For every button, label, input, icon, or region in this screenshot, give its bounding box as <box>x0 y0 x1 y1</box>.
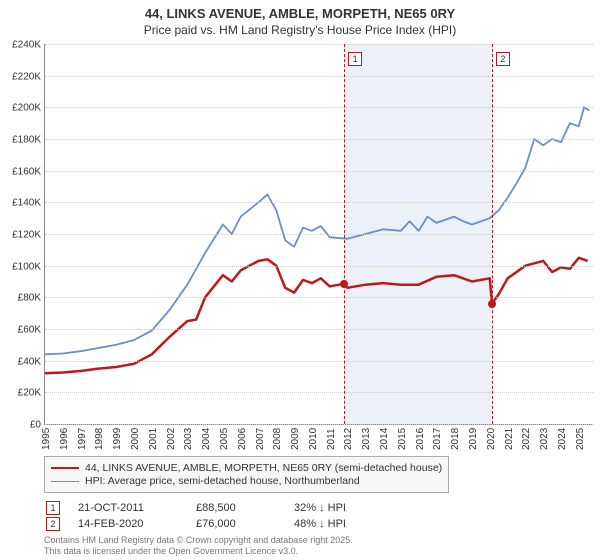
y-axis-label: £220K <box>12 71 41 82</box>
x-axis-label: 2004 <box>201 428 212 450</box>
sale-row: 2 14-FEB-2020 £76,000 48% ↓ HPI <box>46 517 592 531</box>
x-axis-label: 2007 <box>255 428 266 450</box>
sale-price: £76,000 <box>196 518 276 530</box>
x-axis-label: 1997 <box>77 428 88 450</box>
y-axis-label: £180K <box>12 135 41 146</box>
x-axis-label: 2014 <box>379 428 390 450</box>
y-axis-label: £0 <box>30 420 41 431</box>
chart-title: 44, LINKS AVENUE, AMBLE, MORPETH, NE65 0… <box>0 0 600 23</box>
x-axis-label: 1998 <box>94 428 105 450</box>
x-axis-label: 2005 <box>219 428 230 450</box>
y-axis-label: £240K <box>12 40 41 51</box>
legend-label: 44, LINKS AVENUE, AMBLE, MORPETH, NE65 0… <box>85 462 442 474</box>
legend-swatch <box>51 467 79 469</box>
gridline-h: £140K <box>45 202 593 203</box>
marker-badge-2: 2 <box>496 52 510 66</box>
chart-container: 44, LINKS AVENUE, AMBLE, MORPETH, NE65 0… <box>0 0 600 560</box>
x-axis-label: 2008 <box>272 428 283 450</box>
x-axis-label: 2000 <box>130 428 141 450</box>
series-line-0 <box>45 258 588 374</box>
x-axis-label: 2009 <box>290 428 301 450</box>
sale-marker-badge: 2 <box>46 517 60 531</box>
x-axis-label: 2015 <box>397 428 408 450</box>
gridline-h: £120K <box>45 234 593 235</box>
x-axis-label: 2016 <box>415 428 426 450</box>
sale-date: 21-OCT-2011 <box>78 502 178 514</box>
sale-delta: 32% ↓ HPI <box>294 502 346 514</box>
gridline-h: £80K <box>45 297 593 298</box>
x-axis-label: 2019 <box>468 428 479 450</box>
marker-line-2 <box>492 44 493 424</box>
gridline-h: £160K <box>45 171 593 172</box>
legend-swatch <box>51 481 79 482</box>
marker-line-1 <box>344 44 345 424</box>
sale-delta: 48% ↓ HPI <box>294 518 346 530</box>
legend-and-footer: 44, LINKS AVENUE, AMBLE, MORPETH, NE65 0… <box>44 456 592 557</box>
y-axis-label: £60K <box>18 325 41 336</box>
x-axis-label: 2011 <box>326 428 337 450</box>
gridline-h: £180K <box>45 139 593 140</box>
gridline-h: £40K <box>45 361 593 362</box>
gridline-h: £240K <box>45 44 593 45</box>
x-axis-label: 2021 <box>504 428 515 450</box>
y-axis-label: £160K <box>12 166 41 177</box>
y-axis-label: £80K <box>18 293 41 304</box>
x-axis-label: 2024 <box>557 428 568 450</box>
gridline-h: £0 <box>45 424 593 425</box>
x-axis-label: 2020 <box>486 428 497 450</box>
x-axis-label: 1996 <box>59 428 70 450</box>
x-axis-label: 2001 <box>148 428 159 450</box>
gridline-h: £60K <box>45 329 593 330</box>
y-axis-label: £40K <box>18 356 41 367</box>
sale-date: 14-FEB-2020 <box>78 518 178 530</box>
plot-area: £0 £20K £40K £60K £80K £100K £120K £140K £160K £1… <box>44 44 593 425</box>
x-axis-label: 2002 <box>166 428 177 450</box>
sales-rows: 1 21-OCT-2011 £88,500 32% ↓ HPI 2 14-FEB-2020… <box>44 501 592 531</box>
y-axis-label: £100K <box>12 261 41 272</box>
legend-label: HPI: Average price, semi-detached house,… <box>85 475 360 487</box>
x-axis-label: 2012 <box>343 428 354 450</box>
y-axis-label: £20K <box>18 388 41 399</box>
y-axis-label: £200K <box>12 103 41 114</box>
y-axis-label: £140K <box>12 198 41 209</box>
x-axis-label: 2003 <box>183 428 194 450</box>
footer-line-1: Contains HM Land Registry data © Crown c… <box>44 535 592 546</box>
series-line-1 <box>45 107 589 354</box>
x-axis-label: 2010 <box>308 428 319 450</box>
x-axis-label: 2025 <box>575 428 586 450</box>
sale-price: £88,500 <box>196 502 276 514</box>
y-axis-label: £120K <box>12 230 41 241</box>
x-axis-label: 2018 <box>450 428 461 450</box>
gridline-h: £200K <box>45 107 593 108</box>
x-axis-label: 2006 <box>237 428 248 450</box>
sale-marker-badge: 1 <box>46 501 60 515</box>
x-axis-label: 2017 <box>432 428 443 450</box>
marker-badge-1: 1 <box>348 52 362 66</box>
footer-line-2: This data is licensed under the Open Gov… <box>44 546 592 557</box>
gridline-h: £220K <box>45 76 593 77</box>
attribution-footer: Contains HM Land Registry data © Crown c… <box>44 535 592 557</box>
legend-item: HPI: Average price, semi-detached house,… <box>51 475 442 487</box>
x-axis-label: 1995 <box>41 428 52 450</box>
x-axis-label: 2013 <box>361 428 372 450</box>
x-axis-label: 2022 <box>521 428 532 450</box>
gridline-h: £100K <box>45 266 593 267</box>
sale-row: 1 21-OCT-2011 £88,500 32% ↓ HPI <box>46 501 592 515</box>
chart-subtitle: Price paid vs. HM Land Registry's House … <box>0 23 600 41</box>
x-axis-label: 2023 <box>539 428 550 450</box>
legend-box: 44, LINKS AVENUE, AMBLE, MORPETH, NE65 0… <box>44 456 449 493</box>
gridline-h: £20K <box>45 392 593 393</box>
legend-item: 44, LINKS AVENUE, AMBLE, MORPETH, NE65 0… <box>51 462 442 474</box>
marker-dot-2 <box>488 300 496 308</box>
x-axis-label: 1999 <box>112 428 123 450</box>
marker-dot-1 <box>340 280 348 288</box>
